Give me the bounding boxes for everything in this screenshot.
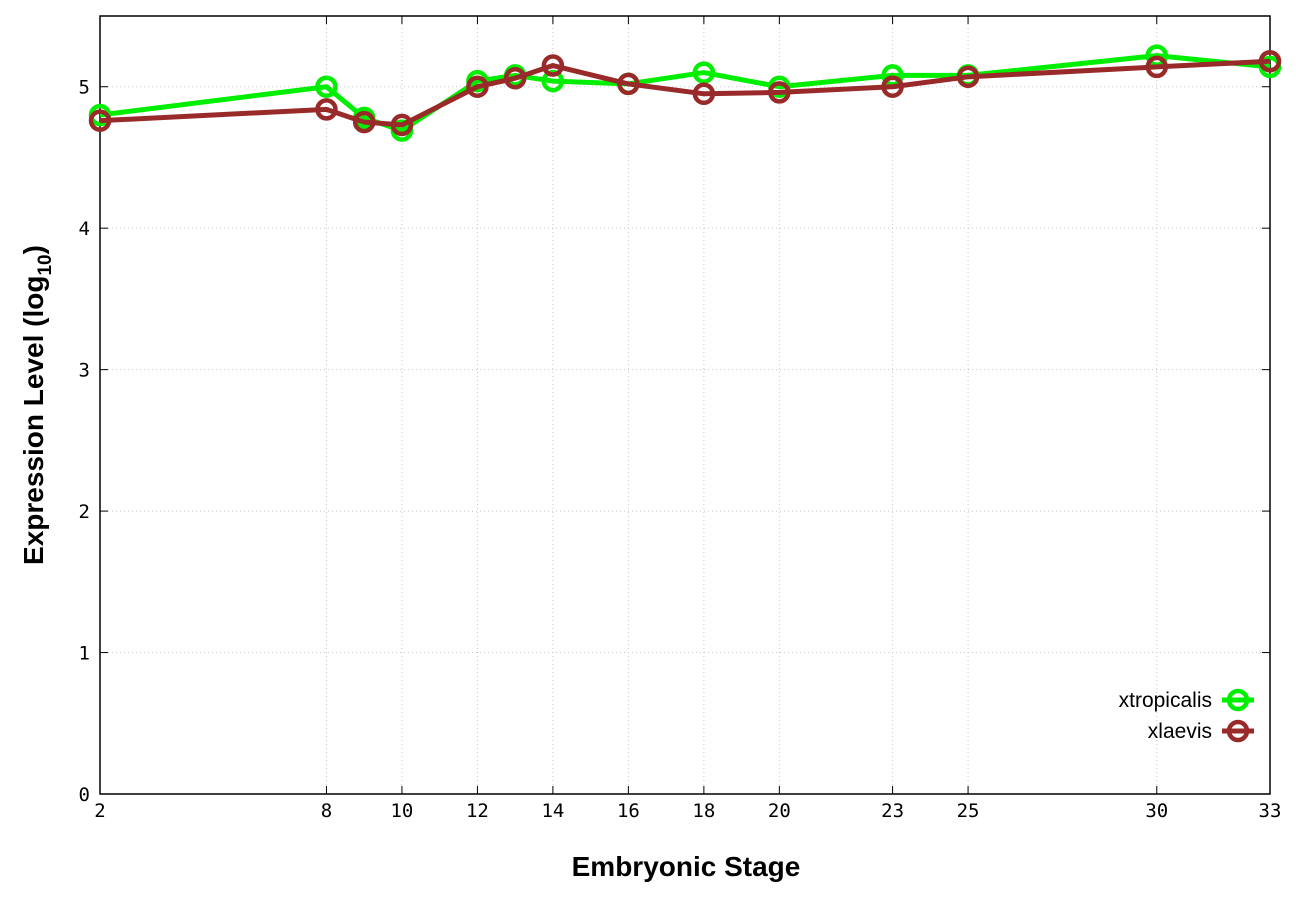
data-point-xlaevis [617,72,640,96]
data-point-xlaevis [503,66,527,90]
legend-marker-xtropicalis [1226,688,1250,712]
data-point-xtropicalis [315,75,338,98]
x-tick-label: 33 [1259,800,1282,822]
y-axis-title-close: ) [18,245,49,254]
data-point-xlaevis [315,98,338,121]
data-point-xtropicalis [541,69,565,93]
y-tick-label: 0 [79,784,90,806]
x-tick-label: 8 [321,800,332,822]
x-tick-label: 2 [94,800,105,822]
x-tick-label: 16 [617,800,640,822]
data-point-xlaevis [1258,50,1282,73]
data-point-xlaevis [352,110,376,134]
data-point-xlaevis [88,109,112,132]
x-tick-label: 30 [1145,800,1168,822]
series-line-xtropicalis [99,53,1271,134]
data-point-xlaevis [956,65,980,89]
legend-label-xtropicalis: xtropicalis [1119,689,1212,712]
x-tick-label: 12 [466,800,489,822]
x-tick-label: 10 [390,800,413,822]
legend-marker-xlaevis [1226,719,1250,743]
y-axis-title: Expression Level (log10) [18,245,56,565]
legend-label-xlaevis: xlaevis [1148,720,1212,743]
data-point-xlaevis [692,82,716,106]
data-point-xlaevis [1145,55,1169,79]
data-series [88,44,1282,142]
x-tick-label: 14 [541,800,564,822]
y-tick-label: 2 [79,501,90,523]
grid-lines [100,16,1270,794]
plot-frame [99,15,1271,795]
x-tick-label: 23 [881,800,904,822]
y-tick-label: 4 [79,218,90,240]
data-point-xlaevis [881,75,904,98]
series-line-xlaevis [99,58,1271,128]
y-tick-label: 5 [79,77,90,99]
series-xlaevis [88,50,1282,137]
y-axis-title-subscript: 10 [35,254,56,275]
data-point-xlaevis [541,54,565,77]
x-axis-title: Embryonic Stage [572,851,801,882]
y-tick-label: 3 [79,360,90,382]
x-tick-label: 20 [768,800,791,822]
data-point-xlaevis [466,75,489,98]
data-point-xlaevis [390,113,414,137]
x-tick-label: 25 [957,800,980,822]
y-tick-label: 1 [79,643,90,665]
y-axis-title-main: Expression Level (log [18,276,49,565]
x-tick-label: 18 [692,800,715,822]
data-point-xlaevis [768,81,791,104]
data-point-xtropicalis [692,61,716,84]
legend: xtropicalis xlaevis [1119,688,1254,743]
